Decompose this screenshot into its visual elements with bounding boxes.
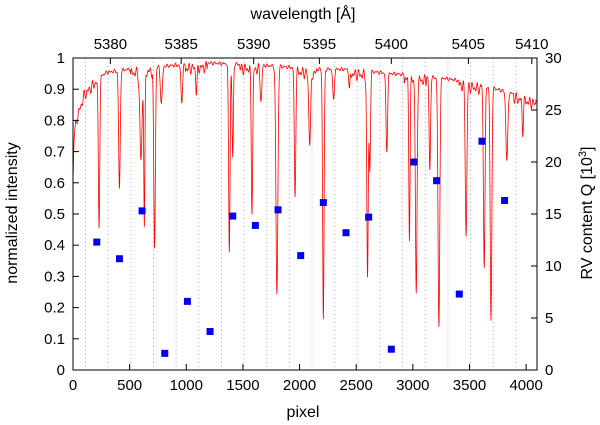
axis-ticks (72, 57, 537, 371)
x-tick-label-2: 1000 (170, 377, 203, 394)
y-tick-label-6: 0.6 (44, 175, 65, 192)
y-tick-label-1: 0.1 (44, 331, 65, 348)
x2-tick-label-0: 5380 (94, 36, 127, 53)
y-tick-label-9: 0.9 (44, 81, 65, 98)
y2-tick-label-5: 25 (545, 102, 562, 119)
rv-point-2 (138, 207, 146, 215)
rv-point-5 (206, 328, 214, 336)
y-tick-label-10: 1 (57, 50, 65, 67)
rv-point-4 (183, 297, 191, 305)
y-tick-label-2: 0.2 (44, 300, 65, 317)
x-tick-label-3: 1500 (226, 377, 259, 394)
y-tick-label-4: 0.4 (44, 237, 65, 254)
rv-content-series (93, 137, 509, 357)
y-tick-label-0: 0 (57, 362, 65, 379)
x-tick-label-7: 3500 (453, 377, 486, 394)
rv-point-17 (478, 137, 486, 145)
rv-point-11 (342, 229, 350, 237)
x-axis-title: pixel (287, 404, 320, 421)
x2-tick-label-5: 5405 (452, 36, 485, 53)
spectrum-line (72, 60, 538, 328)
spectrum-series (72, 60, 538, 328)
x2-tick-label-4: 5400 (375, 36, 408, 53)
rv-point-3 (161, 349, 169, 357)
y2-tick-label-2: 10 (545, 258, 562, 275)
rv-point-14 (410, 158, 418, 166)
rv-point-15 (433, 177, 441, 185)
y2-tick-label-3: 15 (545, 206, 562, 223)
rv-point-16 (455, 290, 463, 298)
y-tick-label-3: 0.3 (44, 268, 65, 285)
x-tick-label-0: 0 (69, 377, 77, 394)
x-tick-label-4: 2000 (283, 377, 316, 394)
rv-point-7 (251, 221, 259, 229)
rv-point-0 (93, 238, 101, 246)
y-tick-label-7: 0.7 (44, 144, 65, 161)
x-tick-label-1: 500 (117, 377, 142, 394)
x-tick-label-6: 3000 (396, 377, 429, 394)
x2-tick-label-3: 5395 (303, 36, 336, 53)
x-tick-label-5: 2500 (340, 377, 373, 394)
y2-tick-label-6: 30 (545, 50, 562, 67)
y2-axis-title-main: RV content Q [10 (579, 157, 596, 280)
rv-point-6 (229, 212, 237, 220)
y2-axis-title: RV content Q [103] (577, 146, 596, 279)
rv-point-18 (501, 196, 509, 204)
y-tick-label-8: 0.8 (44, 112, 65, 129)
y2-tick-label-4: 20 (545, 154, 562, 171)
y2-axis-title-exponent: 3 (577, 151, 589, 157)
y2-tick-label-1: 5 (545, 310, 553, 327)
rv-point-1 (115, 255, 123, 263)
y-tick-label-5: 0.5 (44, 206, 65, 223)
x2-tick-label-2: 5390 (237, 36, 270, 53)
x-tick-label-8: 4000 (509, 377, 542, 394)
segment-gridlines (85, 58, 517, 370)
y2-tick-label-0: 0 (545, 362, 553, 379)
y-axis-title: normalized intensity (4, 142, 21, 283)
x2-tick-label-1: 5385 (164, 36, 197, 53)
x2-tick-label-6: 5410 (515, 36, 548, 53)
rv-point-13 (387, 345, 395, 353)
x2-axis-title: wavelength [Å] (250, 4, 356, 23)
rv-point-8 (274, 206, 282, 214)
rv-point-12 (365, 213, 373, 221)
rv-point-9 (297, 252, 305, 260)
tick-labels: 0 500 1000 1500 2000 2500 3000 3500 400000.10.20… (44, 36, 562, 394)
y2-axis-title-tail: ] (579, 146, 596, 150)
rv-point-10 (319, 199, 327, 207)
